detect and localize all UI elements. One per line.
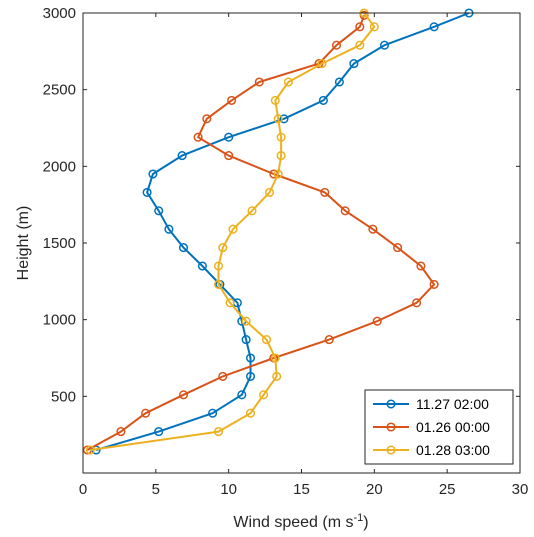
data-point: [429, 22, 439, 32]
data-point: [317, 59, 327, 69]
data-point: [355, 22, 365, 32]
data-point: [369, 22, 379, 32]
data-point: [270, 353, 280, 363]
data-point: [279, 114, 289, 124]
data-point: [154, 427, 164, 437]
data-point: [227, 95, 237, 105]
x-tick-label: 5: [152, 481, 160, 498]
data-point: [197, 261, 207, 271]
series-3: [85, 8, 379, 455]
data-point: [429, 279, 439, 289]
data-point: [273, 114, 283, 124]
legend-label: 11.27 02:00: [416, 396, 489, 412]
data-point: [225, 298, 235, 308]
data-point: [272, 371, 282, 381]
x-tick-label: 30: [512, 481, 529, 498]
data-point: [202, 114, 212, 124]
data-point: [241, 335, 251, 345]
data-point: [349, 59, 359, 69]
data-point: [412, 298, 422, 308]
data-point: [213, 279, 224, 289]
data-point: [213, 427, 224, 437]
data-point: [85, 445, 95, 455]
data-point: [259, 390, 269, 400]
data-point: [276, 132, 286, 142]
data-point: [245, 371, 256, 381]
data-point: [379, 40, 390, 50]
data-point: [245, 353, 256, 363]
data-point: [178, 243, 189, 253]
data-point: [254, 77, 264, 87]
data-point: [218, 243, 228, 253]
data-point: [218, 371, 228, 381]
x-axis-title-superscript: -1: [353, 512, 363, 524]
y-tick-label: 1000: [43, 312, 76, 329]
data-point: [245, 408, 256, 418]
x-tick-label: 0: [79, 481, 87, 498]
legend-item: 11.27 02:00: [373, 396, 489, 412]
data-point: [334, 77, 344, 87]
data-point: [224, 151, 234, 161]
data-point: [241, 316, 251, 326]
data-point: [116, 427, 126, 437]
data-point: [237, 390, 247, 400]
data-point: [224, 132, 234, 142]
x-tick-label: 10: [220, 481, 237, 498]
y-tick-label: 2000: [43, 158, 76, 175]
x-tick-label: 25: [439, 481, 456, 498]
data-point: [331, 40, 342, 50]
legend-swatch-marker: [386, 445, 396, 455]
legend-swatch-marker: [386, 422, 396, 432]
data-point: [368, 224, 378, 234]
legend-swatch-marker: [386, 399, 396, 409]
data-point: [273, 169, 283, 179]
y-tick-label: 3000: [43, 5, 76, 22]
x-tick-label: 20: [366, 481, 383, 498]
x-axis-title: Wind speed (m s-1): [233, 512, 368, 531]
y-tick-label: 2500: [43, 82, 76, 99]
data-point: [178, 390, 189, 400]
y-axis-title: Height (m): [15, 206, 32, 281]
series-line: [86, 14, 436, 451]
data-point: [276, 151, 286, 161]
x-tick-label: 15: [293, 481, 310, 498]
data-point: [193, 132, 203, 142]
data-point: [228, 224, 238, 234]
legend-label: 01.26 00:00: [416, 419, 490, 435]
series-line: [90, 12, 376, 451]
data-point: [261, 335, 272, 345]
data-point: [270, 95, 280, 105]
data-point: [324, 335, 334, 345]
legend-label: 01.28 03:00: [416, 442, 490, 458]
data-point: [141, 408, 151, 418]
legend-item: 01.28 03:00: [373, 442, 490, 458]
y-tick-label: 500: [51, 388, 76, 405]
data-point: [264, 187, 275, 197]
x-axis-ticks: 0 5 10 15 20 25 30: [79, 13, 529, 498]
data-point: [320, 187, 330, 197]
data-point: [340, 206, 350, 216]
data-point: [318, 95, 328, 105]
data-point: [177, 151, 187, 161]
data-point: [148, 169, 158, 179]
data-point: [154, 206, 164, 216]
data-point: [355, 40, 365, 50]
series-line: [95, 12, 470, 451]
data-point: [283, 77, 293, 87]
data-point: [372, 316, 382, 326]
data-point: [247, 206, 257, 216]
y-tick-label: 1500: [43, 235, 76, 252]
data-point: [142, 187, 152, 197]
series-layer: [82, 8, 474, 455]
legend-item: 01.26 00:00: [373, 419, 490, 435]
data-point: [164, 224, 174, 234]
legend: 11.27 02:00 01.26 00:00 01.28 03:00: [364, 389, 514, 465]
y-axis-ticks: 500 1000 1500 2000 2500 3000: [43, 5, 520, 405]
data-point: [393, 243, 403, 253]
data-point: [416, 261, 426, 271]
data-point: [208, 408, 218, 418]
data-point: [213, 261, 224, 271]
